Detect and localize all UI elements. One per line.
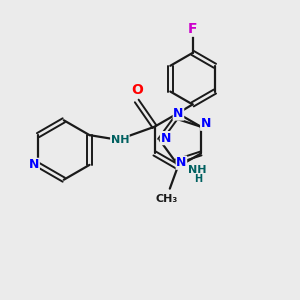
Text: O: O [131,83,143,97]
Text: N: N [201,117,211,130]
Text: CH₃: CH₃ [156,194,178,203]
Text: N: N [173,107,184,120]
Text: F: F [188,22,197,36]
Text: NH: NH [188,165,206,175]
Text: N: N [29,158,39,171]
Text: H: H [194,174,202,184]
Text: NH: NH [111,135,129,145]
Text: N: N [160,132,171,145]
Text: N: N [176,156,187,169]
